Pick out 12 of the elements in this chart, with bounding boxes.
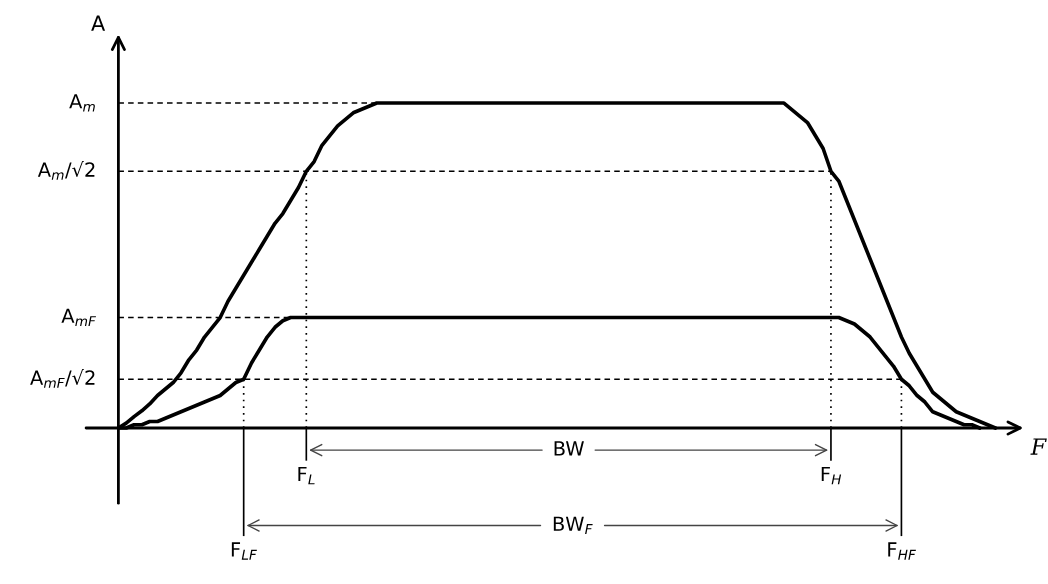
x-tick-label: F$_{HF}$: [888, 542, 916, 560]
x-axis-title: F: [1030, 438, 1047, 455]
ref-line-label: A$_{mF}$: [61, 308, 97, 327]
ref-line-label: A$_{mF}$/√2: [30, 368, 95, 388]
x-tick-label: F$_{H}$: [821, 466, 842, 485]
x-tick-label: F$_{LF}$: [231, 542, 257, 560]
text: BW$_{F}$: [553, 516, 593, 535]
ref-line-label: A$_{m}$/√2: [37, 160, 95, 180]
ref-line-label: A$_{m}$: [69, 94, 95, 112]
y-axis-title: A: [91, 15, 106, 31]
x-tick-label: F$_{L}$: [298, 466, 315, 485]
text: BW: [554, 441, 584, 456]
